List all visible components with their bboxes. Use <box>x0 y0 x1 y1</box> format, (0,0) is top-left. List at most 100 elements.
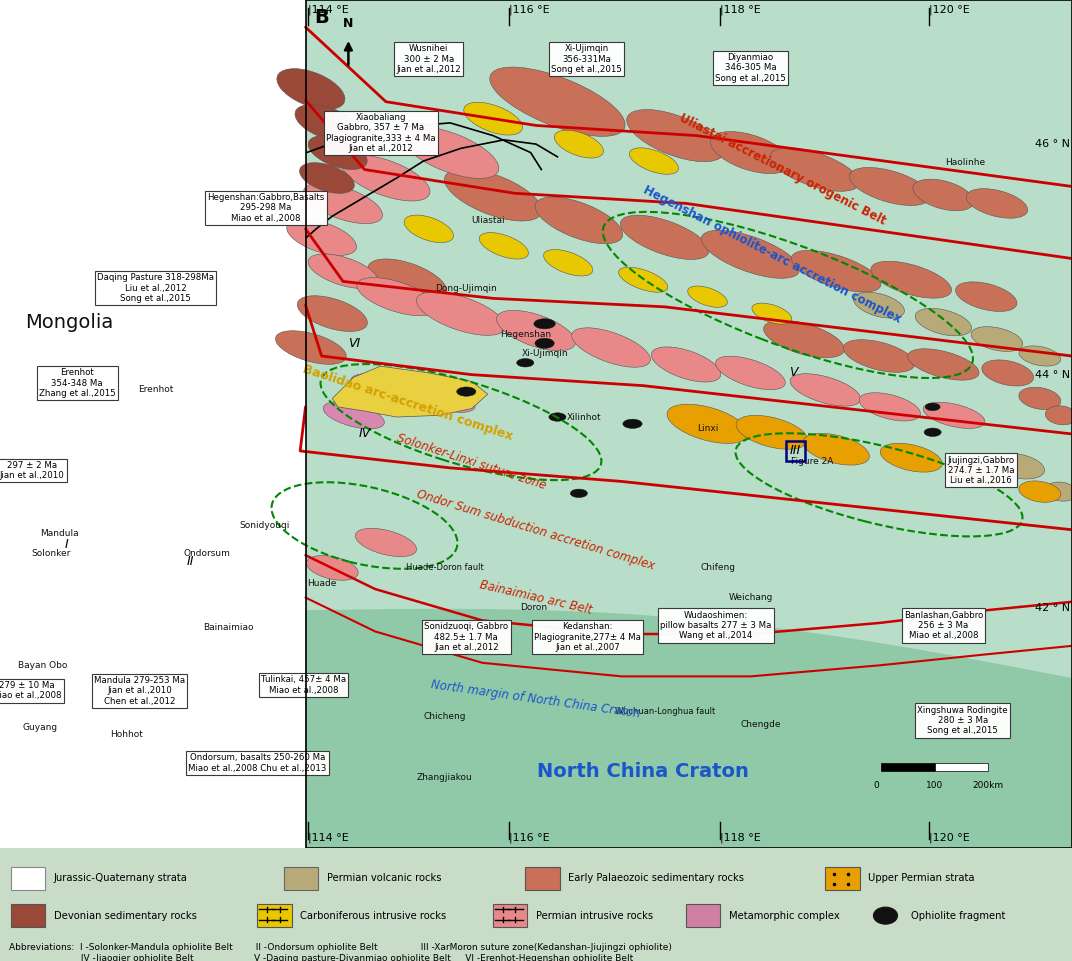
Ellipse shape <box>404 215 453 242</box>
Text: Mongolia: Mongolia <box>26 312 114 332</box>
Text: Guyang: Guyang <box>23 723 57 731</box>
Bar <box>11 867 45 890</box>
Ellipse shape <box>457 387 476 396</box>
Ellipse shape <box>342 155 430 201</box>
Text: Ondorsum: Ondorsum <box>183 549 230 558</box>
Text: Xiaobaliang
Gabbro, 357 ± 7 Ma
Plagiogranite,333 ± 4 Ma
Jian et al.,2012: Xiaobaliang Gabbro, 357 ± 7 Ma Plagiogra… <box>326 113 435 153</box>
Ellipse shape <box>950 462 1001 487</box>
Text: VI: VI <box>347 336 360 350</box>
Ellipse shape <box>308 136 368 169</box>
Ellipse shape <box>535 338 554 349</box>
Ellipse shape <box>924 428 941 436</box>
Text: Jurassic-Quaternany strata: Jurassic-Quaternany strata <box>54 874 188 883</box>
Text: B: B <box>314 9 329 28</box>
Bar <box>284 867 318 890</box>
Bar <box>89 224 137 252</box>
Text: 42 ° N: 42 ° N <box>1034 603 1070 613</box>
Ellipse shape <box>853 292 905 318</box>
Ellipse shape <box>1019 346 1060 366</box>
Ellipse shape <box>627 110 724 161</box>
Ellipse shape <box>667 405 748 443</box>
Ellipse shape <box>711 132 790 174</box>
Ellipse shape <box>534 319 555 329</box>
Ellipse shape <box>844 339 914 372</box>
Ellipse shape <box>880 443 942 472</box>
Text: Dong-Ujimqin: Dong-Ujimqin <box>435 283 497 293</box>
Ellipse shape <box>982 360 1033 386</box>
Text: Huade: Huade <box>307 579 337 587</box>
Text: Siberian Craton: Siberian Craton <box>98 86 184 96</box>
Ellipse shape <box>619 267 668 292</box>
Text: Bainaimiao: Bainaimiao <box>203 623 254 631</box>
Text: Erenhot
354-348 Ma
Zhang et al.,2015: Erenhot 354-348 Ma Zhang et al.,2015 <box>39 368 116 398</box>
Text: Jiujingzi,Gabbro
274.7 ± 1.7 Ma
Liu et al.,2016: Jiujingzi,Gabbro 274.7 ± 1.7 Ma Liu et a… <box>948 456 1014 485</box>
Bar <box>306 0 1072 848</box>
Ellipse shape <box>751 303 792 324</box>
Ellipse shape <box>299 162 355 193</box>
Text: Mandula: Mandula <box>40 530 78 538</box>
Ellipse shape <box>971 327 1023 352</box>
Text: |118 °E: |118 °E <box>720 4 761 14</box>
Text: 0: 0 <box>873 781 879 791</box>
Text: IV: IV <box>358 428 371 440</box>
Ellipse shape <box>323 402 385 429</box>
Ellipse shape <box>874 907 897 924</box>
Ellipse shape <box>368 259 447 301</box>
Ellipse shape <box>621 215 709 259</box>
Ellipse shape <box>570 489 587 498</box>
Ellipse shape <box>763 320 845 357</box>
Text: Uliastai accretionary orogenic Belt: Uliastai accretionary orogenic Belt <box>678 111 888 228</box>
Ellipse shape <box>623 419 642 429</box>
Polygon shape <box>332 366 488 417</box>
Text: |116 °E: |116 °E <box>509 833 550 844</box>
Text: Xingshuwa Rodingite
280 ± 3 Ma
Song et al.,2015: Xingshuwa Rodingite 280 ± 3 Ma Song et a… <box>918 705 1008 735</box>
Text: 297 ± 2 Ma
Jian et al.,2010: 297 ± 2 Ma Jian et al.,2010 <box>0 460 64 480</box>
Text: Baolidao arc-accretion complex: Baolidao arc-accretion complex <box>300 362 515 443</box>
Text: Xi-Ujimqin
356-331Ma
Song et al.,2015: Xi-Ujimqin 356-331Ma Song et al.,2015 <box>551 44 622 74</box>
Bar <box>881 763 935 772</box>
Text: Wusnihei
300 ± 2 Ma
Jian et al.,2012: Wusnihei 300 ± 2 Ma Jian et al.,2012 <box>397 44 461 74</box>
Text: Chengde: Chengde <box>741 720 781 729</box>
Text: Omolon
Craton: Omolon Craton <box>236 62 266 81</box>
Text: West Siberian
Basin: West Siberian Basin <box>13 105 66 124</box>
Text: Weichang: Weichang <box>728 593 773 602</box>
Text: North China Craton: North China Craton <box>537 762 749 781</box>
Text: 279 ± 10 Ma
Miao et al.,2008: 279 ± 10 Ma Miao et al.,2008 <box>0 681 61 701</box>
Ellipse shape <box>715 357 786 390</box>
Text: Sonidzuoqi, Gabbro
482.5± 1.7 Ma
Jian et al.,2012: Sonidzuoqi, Gabbro 482.5± 1.7 Ma Jian et… <box>425 623 508 653</box>
Ellipse shape <box>652 347 720 382</box>
Text: Tarim Craton: Tarim Craton <box>12 236 56 242</box>
Text: Chicheng: Chicheng <box>423 712 466 721</box>
Text: Uliastai: Uliastai <box>471 216 505 225</box>
Ellipse shape <box>736 415 807 449</box>
Text: V: V <box>789 366 798 380</box>
Text: |116 °E: |116 °E <box>509 4 550 14</box>
Ellipse shape <box>925 403 940 410</box>
Ellipse shape <box>791 251 881 292</box>
Text: Doron: Doron <box>520 604 548 612</box>
Ellipse shape <box>923 403 985 429</box>
Ellipse shape <box>1045 406 1072 425</box>
Text: Figure 2A: Figure 2A <box>791 457 834 466</box>
Ellipse shape <box>859 393 921 421</box>
Ellipse shape <box>687 286 728 308</box>
Bar <box>306 0 1072 848</box>
Ellipse shape <box>415 384 475 412</box>
Text: Solonker-Linxi suture zone: Solonker-Linxi suture zone <box>396 431 548 492</box>
Ellipse shape <box>535 197 623 244</box>
Text: Figure 1B: Figure 1B <box>89 230 124 238</box>
Ellipse shape <box>416 292 506 335</box>
Ellipse shape <box>915 308 971 335</box>
Text: Wuchuan-Longhua fault: Wuchuan-Longhua fault <box>614 707 715 717</box>
Ellipse shape <box>517 358 534 367</box>
Polygon shape <box>213 40 287 107</box>
Text: Carboniferous intrusive rocks: Carboniferous intrusive rocks <box>300 911 446 921</box>
Ellipse shape <box>701 231 800 279</box>
Text: Permian volcanic rocks: Permian volcanic rocks <box>327 874 442 883</box>
Polygon shape <box>6 61 73 176</box>
Polygon shape <box>0 122 244 259</box>
Polygon shape <box>306 609 1072 848</box>
Text: I: I <box>64 537 69 551</box>
Polygon shape <box>83 219 147 255</box>
Text: Linxi: Linxi <box>697 424 718 432</box>
